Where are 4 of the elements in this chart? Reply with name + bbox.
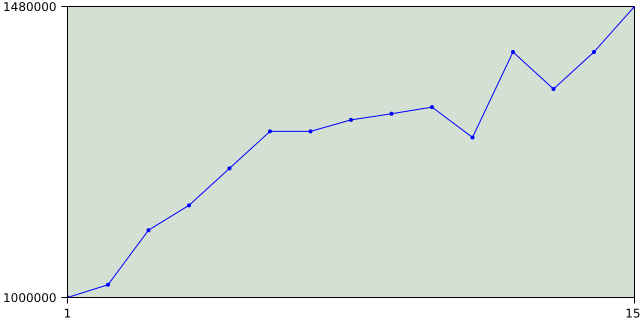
y-tick-label: 1000000 bbox=[3, 291, 57, 305]
y-tick-label: 1480000 bbox=[3, 0, 57, 14]
x-tick-label: 15 bbox=[625, 306, 640, 320]
x-tick-label: 1 bbox=[64, 306, 72, 320]
